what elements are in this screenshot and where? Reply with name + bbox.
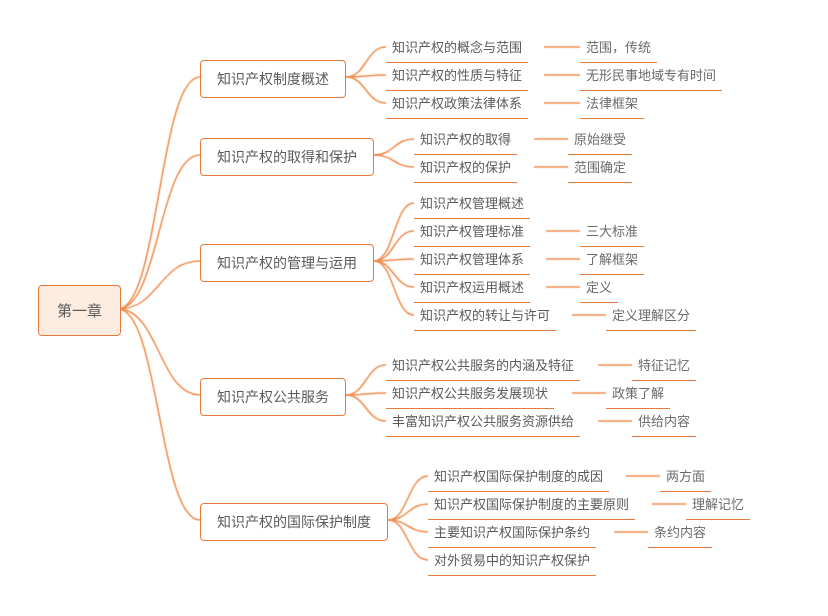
- note-node: 理解记忆: [686, 490, 750, 520]
- note-node: 范围确定: [568, 153, 632, 183]
- leaf-node: 知识产权的保护: [414, 153, 517, 183]
- note-node: 范围，传统: [580, 33, 657, 63]
- branch-node: 知识产权制度概述: [200, 60, 346, 98]
- note-node: 条约内容: [648, 518, 712, 548]
- note-node: 无形民事地域专有时间: [580, 61, 722, 91]
- leaf-node: 知识产权管理概述: [414, 189, 530, 219]
- leaf-node: 知识产权的转让与许可: [414, 301, 556, 331]
- note-node: 定义理解区分: [606, 301, 696, 331]
- note-node: 法律框架: [580, 89, 644, 119]
- leaf-node: 知识产权管理体系: [414, 245, 530, 275]
- leaf-node: 对外贸易中的知识产权保护: [428, 546, 596, 576]
- leaf-node: 知识产权的性质与特征: [386, 61, 528, 91]
- branch-node: 知识产权公共服务: [200, 378, 346, 416]
- note-node: 三大标准: [580, 217, 644, 247]
- branch-node: 知识产权的管理与运用: [200, 244, 374, 282]
- leaf-node: 知识产权运用概述: [414, 273, 530, 303]
- leaf-node: 知识产权国际保护制度的主要原则: [428, 490, 635, 520]
- leaf-node: 主要知识产权国际保护条约: [428, 518, 596, 548]
- note-node: 了解框架: [580, 245, 644, 275]
- note-node: 特征记忆: [632, 351, 696, 381]
- note-node: 供给内容: [632, 407, 696, 437]
- leaf-node: 知识产权的概念与范围: [386, 33, 528, 63]
- note-node: 定义: [580, 273, 618, 303]
- note-node: 两方面: [660, 462, 711, 492]
- branch-node: 知识产权的国际保护制度: [200, 503, 388, 541]
- leaf-node: 知识产权公共服务发展现状: [386, 379, 554, 409]
- branch-node: 知识产权的取得和保护: [200, 138, 374, 176]
- leaf-node: 知识产权政策法律体系: [386, 89, 528, 119]
- leaf-node: 知识产权公共服务的内涵及特征: [386, 351, 580, 381]
- note-node: 原始继受: [568, 125, 632, 155]
- leaf-node: 知识产权国际保护制度的成因: [428, 462, 609, 492]
- leaf-node: 知识产权的取得: [414, 125, 517, 155]
- root-node: 第一章: [38, 285, 121, 336]
- note-node: 政策了解: [606, 379, 670, 409]
- leaf-node: 知识产权管理标准: [414, 217, 530, 247]
- leaf-node: 丰富知识产权公共服务资源供给: [386, 407, 580, 437]
